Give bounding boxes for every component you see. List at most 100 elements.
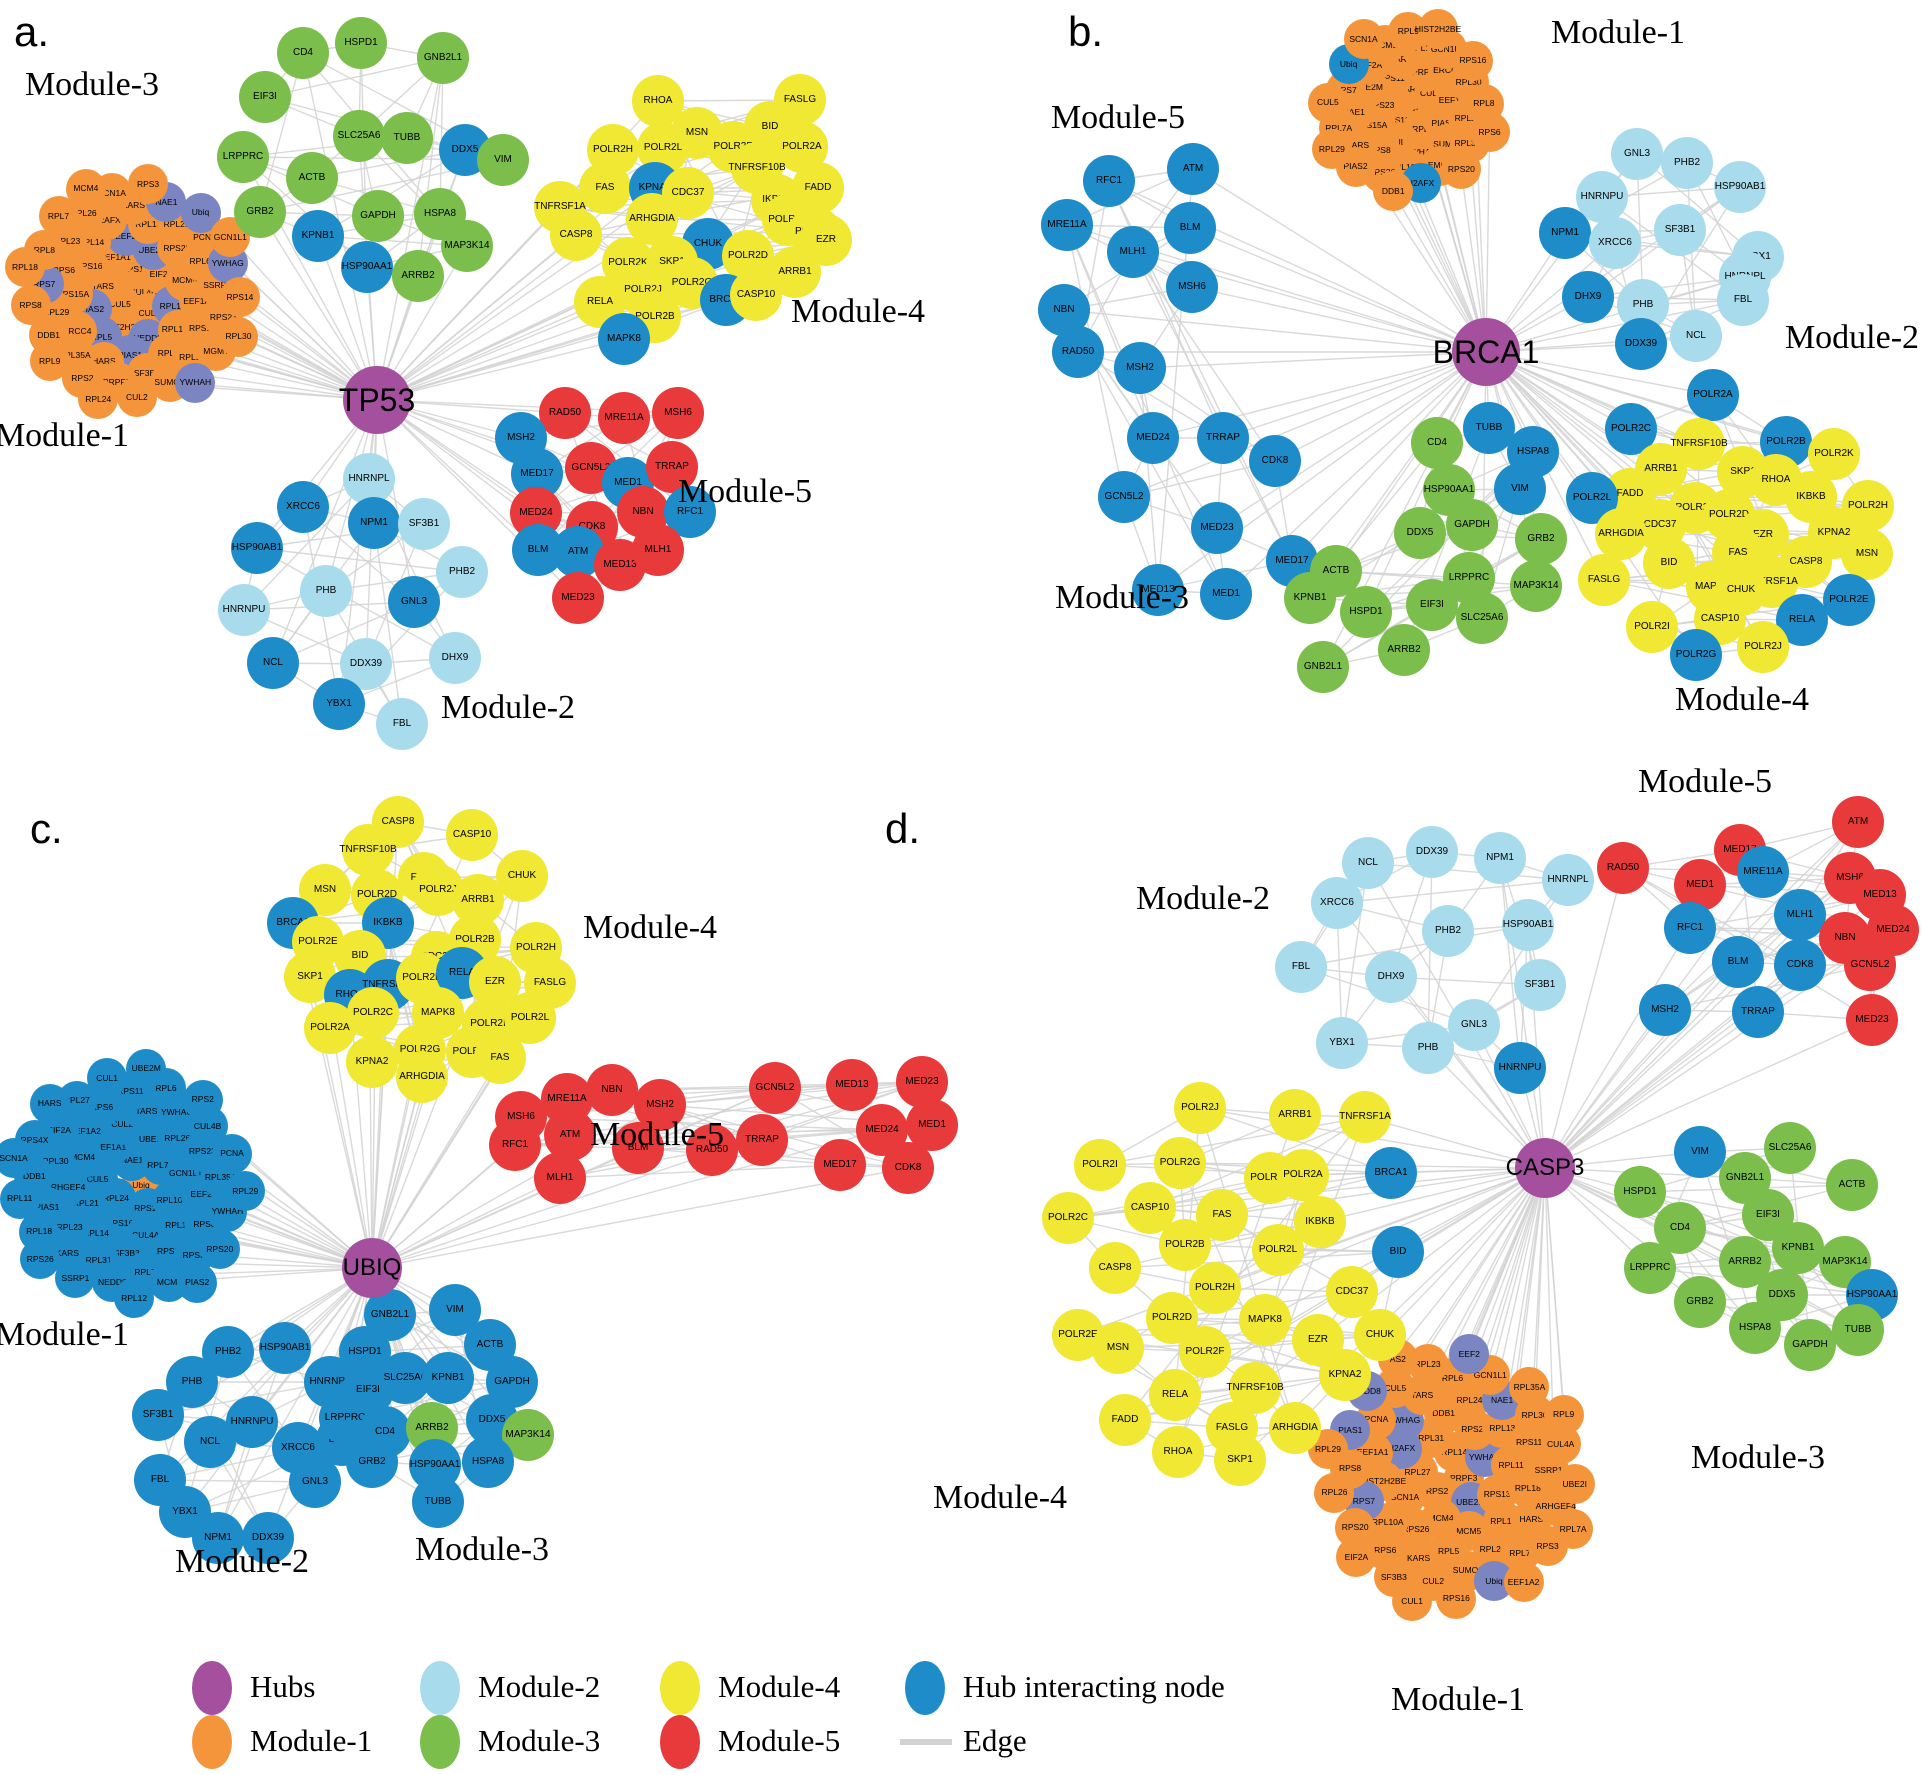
gene-node: ACTB	[286, 152, 338, 204]
gene-node: RPS6	[1469, 112, 1510, 153]
legend-swatch-m1	[192, 1715, 232, 1769]
gene-node: BLM	[612, 1122, 664, 1174]
gene-node: CDK8	[1774, 939, 1826, 991]
gene-node: TUBB	[1832, 1304, 1884, 1356]
gene-node: FBL	[1275, 941, 1327, 993]
gene-node: BLM	[1712, 936, 1764, 988]
gene-node: NPM1	[1539, 207, 1591, 259]
gene-node: FAS	[579, 162, 631, 214]
gene-node: RPL24	[78, 379, 119, 420]
gene-node: PIAS1	[1330, 1409, 1371, 1450]
gene-node: HSPD1	[1614, 1166, 1666, 1218]
gene-node: TNFRSF1A	[1339, 1091, 1391, 1143]
gene-node: FBL	[376, 698, 428, 750]
gene-node: TRRAP	[646, 441, 698, 493]
gene-node: GNB2L1	[1719, 1152, 1771, 1204]
gene-node: ACTB	[1826, 1159, 1878, 1211]
gene-node: HIST2H2BE	[1415, 8, 1461, 49]
gene-node: RPL18	[4, 247, 45, 288]
gene-node: CD4	[277, 27, 329, 79]
gene-node: RPL12	[114, 1278, 155, 1319]
gene-node: KPNB1	[1772, 1222, 1824, 1274]
gene-node: NCL	[1670, 310, 1722, 362]
gene-node: MLH1	[632, 524, 684, 576]
gene-node: DDX5	[1394, 507, 1446, 559]
gene-node: HSPA8	[1729, 1302, 1781, 1354]
gene-node: MLH1	[1774, 889, 1826, 941]
legend-label: Module-5	[718, 1723, 841, 1758]
gene-node: RPS8	[10, 284, 51, 325]
gene-node: TUBB	[412, 1476, 464, 1528]
module-title-a-module-5: Module-5	[677, 473, 813, 510]
gene-node: MSH2	[1639, 984, 1691, 1036]
gene-node: POLR2G	[1154, 1137, 1206, 1189]
legend-swatch-i	[905, 1661, 945, 1715]
gene-node: BRCA1	[1365, 1147, 1417, 1199]
gene-node: MAPK8	[1239, 1294, 1291, 1346]
gene-node: MSH6	[1166, 261, 1218, 313]
gene-node: GRB2	[1515, 513, 1567, 565]
gene-node: TUBB	[381, 112, 433, 164]
legend-label: Module-4	[718, 1669, 841, 1704]
gene-node: ARHGDIA	[1595, 508, 1647, 560]
legend-edge-swatch	[900, 1739, 952, 1745]
gene-node: EEF2	[1449, 1334, 1490, 1375]
gene-node: XRCC6	[277, 481, 329, 533]
gene-node: MSN	[1092, 1322, 1144, 1374]
gene-node: CASP10	[730, 269, 782, 321]
gene-node: DDX39	[340, 638, 392, 690]
hub-node-brca1: BRCA1	[1433, 318, 1539, 386]
gene-node: HSPA8	[462, 1436, 514, 1488]
module-title-c-module-5: Module-5	[589, 1116, 725, 1153]
gene-node: RFC1	[1664, 902, 1716, 954]
gene-node: POLR2H	[1189, 1262, 1241, 1314]
module-title-b-module-3: Module-3	[1054, 579, 1190, 616]
gene-node: POLR2F	[1179, 1326, 1231, 1378]
gene-node: RPS20	[1441, 148, 1482, 189]
gene-node: KPNB1	[1284, 572, 1336, 624]
gene-node: NCL	[247, 637, 299, 689]
gene-node: ARHGDIA	[1269, 1402, 1321, 1454]
gene-node: CDK8	[882, 1142, 934, 1194]
gene-node: EIF3I	[1406, 579, 1458, 631]
gene-node: CHUK	[1354, 1309, 1406, 1361]
gene-node: IKBKB	[1294, 1196, 1346, 1248]
gene-node: RPS2	[182, 1079, 223, 1120]
gene-node: HNRNPL	[1542, 854, 1594, 906]
gene-node: MAPK8	[598, 313, 650, 365]
gene-node: EIF3I	[1742, 1189, 1794, 1241]
gene-node: MSN	[1841, 528, 1893, 580]
gene-node: PHB	[300, 565, 352, 617]
module-title-c-module-2: Module-2	[174, 1543, 310, 1580]
gene-node: POLR2A	[304, 1002, 356, 1054]
gene-node: MED17	[814, 1139, 866, 1191]
gene-node: PCNA	[212, 1133, 253, 1174]
gene-node: POLR2C	[1042, 1192, 1094, 1244]
gene-node: DDB1	[1373, 171, 1414, 212]
gene-node: SF3B1	[1654, 204, 1706, 256]
gene-node: POLR2A	[1687, 369, 1739, 421]
gene-node: KPNB1	[292, 210, 344, 262]
gene-node: GNB2L1	[1297, 641, 1349, 693]
panel-label-a: a.	[14, 8, 50, 55]
gene-node: MED24	[1127, 412, 1179, 464]
module-title-d-module-1: Module-1	[1390, 1681, 1526, 1718]
gene-node: RPL29	[1311, 129, 1352, 170]
hub-node-ubiq: UBIQ	[342, 1238, 402, 1298]
gene-node: POLR2I	[1074, 1139, 1126, 1191]
gene-node: DDX39	[1406, 826, 1458, 878]
gene-node: MAP3K14	[1510, 560, 1562, 612]
gene-node: MED23	[1191, 502, 1243, 554]
gene-node: HNRNPU	[226, 1396, 278, 1448]
gene-node: DHX9	[1365, 951, 1417, 1003]
gene-node: MED23	[1846, 994, 1898, 1046]
gene-node: KPNA2	[346, 1036, 398, 1088]
gene-node: RPL26	[1314, 1472, 1355, 1513]
gene-node: XRCC6	[1311, 877, 1363, 929]
gene-node: EEF1A2	[1503, 1561, 1544, 1602]
module-title-c-module-3: Module-3	[414, 1531, 550, 1568]
gene-node: MED13	[1132, 564, 1184, 616]
gene-node: PHB2	[436, 546, 488, 598]
gene-node: GNL3	[1611, 128, 1663, 180]
gene-node: HNRNPU	[1576, 171, 1628, 223]
